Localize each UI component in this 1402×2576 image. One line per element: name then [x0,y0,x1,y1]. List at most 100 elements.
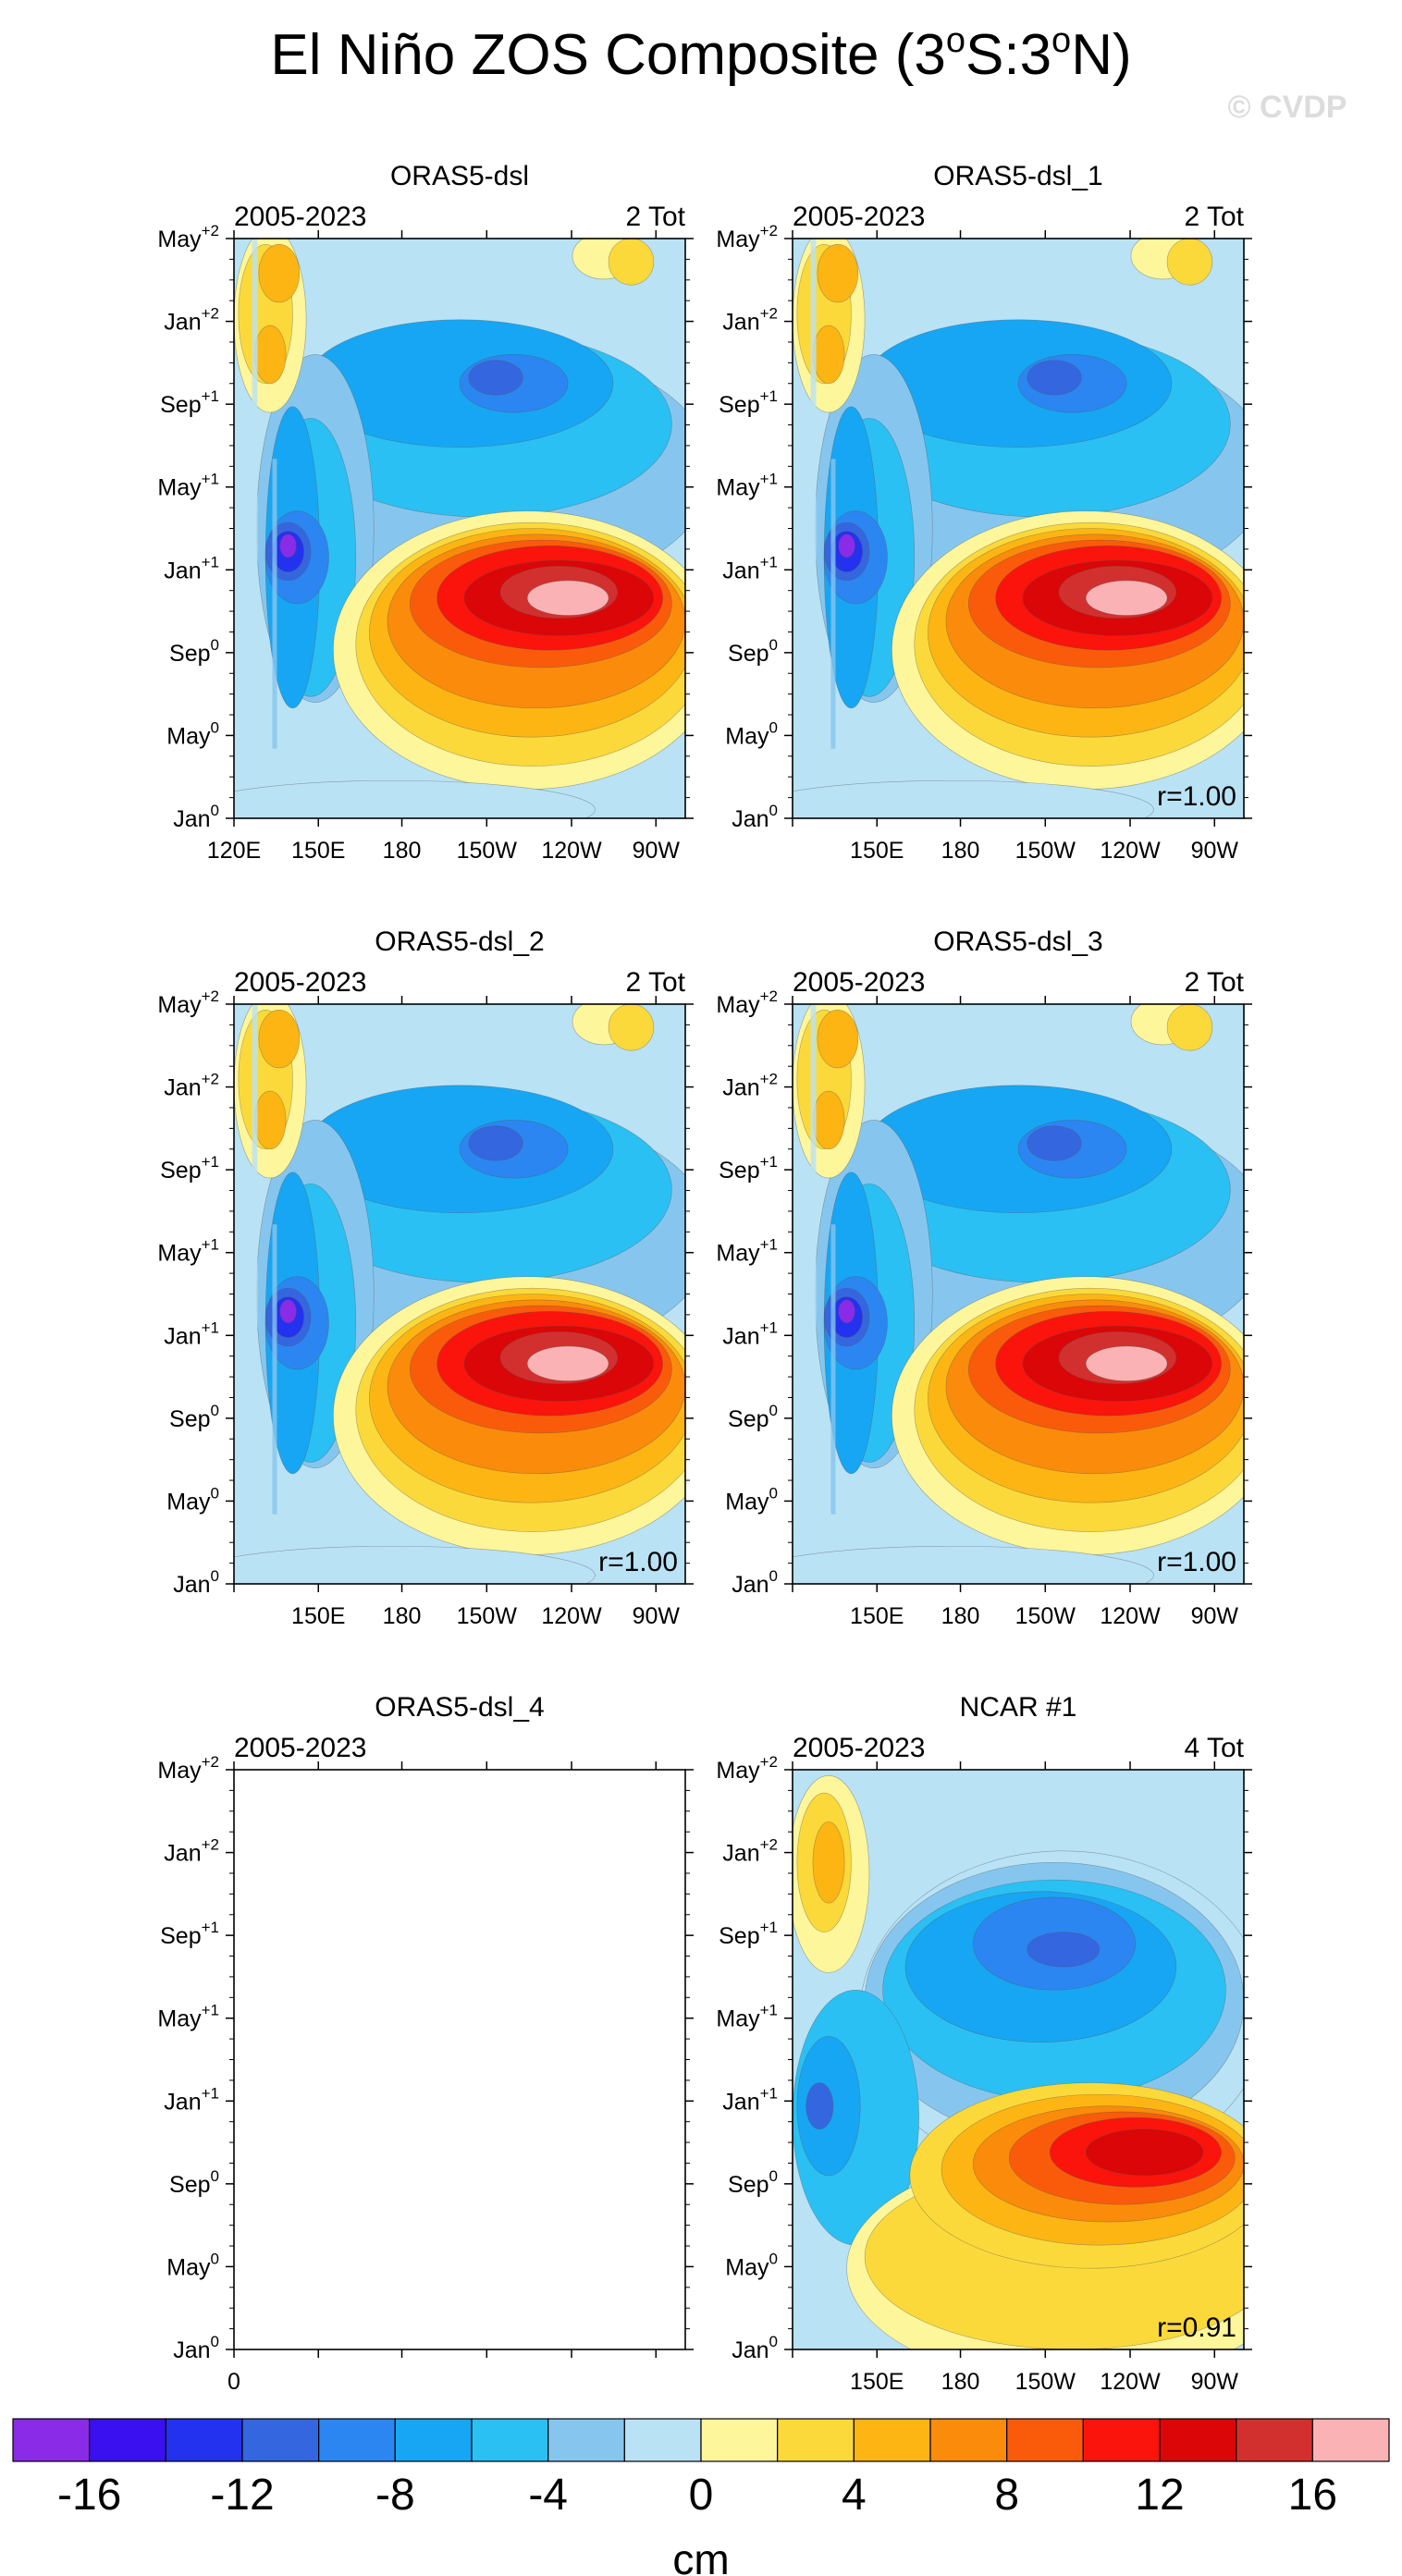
x-tick-label: 120W [1100,1603,1161,1629]
x-tick-label: 150W [1015,2369,1076,2395]
contour-band [806,2082,834,2130]
contour-band [1027,360,1082,396]
x-tick-label: 90W [633,1603,681,1629]
x-tick-label: 120W [541,1603,602,1629]
contour-band [272,459,277,749]
y-tick-label: Sep+1 [719,387,778,418]
panel-title: ORAS5-dsl_3 [933,926,1102,957]
x-tick-label: 150E [850,1603,904,1629]
panel-period: 2005-2023 [793,1733,925,1763]
contour-band [526,1345,609,1381]
panel-period: 2005-2023 [234,967,366,998]
contour-band [608,239,655,286]
contour-band [252,1004,258,1440]
panel-5: ORAS5-dsl_4 2005-2023 Jan0 May0 Sep0 Jan+1 May… [157,1692,694,2395]
colorbar-swatch [1006,2418,1084,2462]
contour-field [234,1770,685,2349]
y-tick-label: May+2 [157,987,219,1018]
y-tick-label: Sep+1 [160,1153,219,1184]
colorbar-swatch [1236,2418,1313,2462]
colorbar-label: 4 [842,2471,867,2520]
y-tick-label: May0 [725,1484,778,1515]
colorbar-swatch [241,2418,320,2462]
panel-period: 2005-2023 [793,202,925,232]
y-tick-label: May0 [725,718,778,749]
contour-band [253,1090,287,1150]
colorbar-units: cm [672,2535,729,2576]
contour-band [468,1125,523,1161]
contour-field [793,239,1244,818]
contour-band [1166,1004,1213,1051]
colorbar-swatch [853,2418,931,2462]
y-tick-label: Sep+1 [160,387,219,418]
y-tick-label: Sep0 [169,1402,219,1432]
y-tick-label: May+1 [157,471,219,501]
contour-band [1085,2128,1204,2177]
x-tick-label: 150W [1015,1603,1076,1629]
panels: ORAS5-dsl 2005-2023 2 Tot Jan0 May0 Sep0 Jan+1… [157,161,1252,2395]
contour-band [1027,1932,1101,1968]
x-tick-label: 150E [850,838,904,864]
contour-band [258,243,301,303]
contour-band [1166,239,1213,286]
y-tick-label: Jan+2 [164,1071,219,1101]
x-tick-label: 180 [383,1603,422,1629]
x-tick-label: 90W [1191,2369,1239,2395]
contour-band [258,1009,301,1069]
colorbar-label: 12 [1135,2471,1184,2520]
contour-band [838,534,855,558]
contour-field [234,1004,685,1584]
y-tick-label: May+2 [716,1753,778,1784]
y-tick-label: Sep0 [728,1402,778,1432]
y-tick-label: Jan0 [173,802,219,832]
colorbar-label: 16 [1288,2471,1337,2520]
contour-band [817,243,859,303]
panel-title: NCAR #1 [960,1692,1077,1723]
y-tick-label: Sep+1 [719,1153,778,1184]
contour-band [526,580,609,616]
panel-count: 2 Tot [626,967,686,998]
x-tick-label: 180 [941,2369,980,2395]
colorbar-swatch [12,2418,91,2462]
x-tick-label: 120W [541,838,602,864]
colorbar-swatch [165,2418,243,2462]
x-tick-label: 90W [1191,838,1239,864]
contour-field [793,1004,1244,1584]
panel-count: 4 Tot [1185,1733,1245,1763]
y-tick-label: Jan+2 [722,1836,778,1867]
y-tick-label: May+2 [716,987,778,1018]
contour-field [793,1770,1244,2349]
x-tick-label: 0 [228,2369,240,2395]
y-tick-label: Sep0 [169,2167,219,2198]
colorbar-swatch [623,2418,702,2462]
panel-title: ORAS5-dsl_1 [933,161,1102,191]
y-tick-label: Jan0 [173,1567,219,1598]
colorbar-swatch [471,2418,549,2462]
contour-band [817,1009,859,1069]
contour-band [812,1090,845,1150]
y-tick-label: May+2 [157,222,219,252]
panel-title: ORAS5-dsl_4 [375,1692,544,1723]
y-tick-label: May+2 [716,222,778,252]
y-tick-label: Sep0 [728,2167,778,2198]
y-tick-label: Jan+2 [164,1836,219,1867]
contour-band [793,779,1154,818]
y-tick-label: May0 [166,718,219,749]
colorbar-label: -16 [57,2471,121,2520]
colorbar-swatch [1311,2418,1390,2462]
colorbar-swatch [318,2418,396,2462]
contour-band [272,1224,277,1515]
correlation-label: r=1.00 [1157,781,1236,812]
y-tick-label: Jan+1 [164,1319,219,1349]
contour-band [838,1299,855,1324]
y-tick-label: May+1 [157,2002,219,2032]
y-tick-label: Jan+2 [722,1071,778,1101]
x-tick-label: 180 [383,838,422,864]
x-tick-label: 150E [850,2369,904,2395]
colorbar-swatch [929,2418,1008,2462]
y-tick-label: Jan+1 [164,553,219,583]
correlation-label: r=1.00 [598,1547,678,1577]
y-tick-label: May0 [725,2250,778,2280]
contour-band [1085,1345,1168,1381]
colorbar-swatch [1159,2418,1237,2462]
